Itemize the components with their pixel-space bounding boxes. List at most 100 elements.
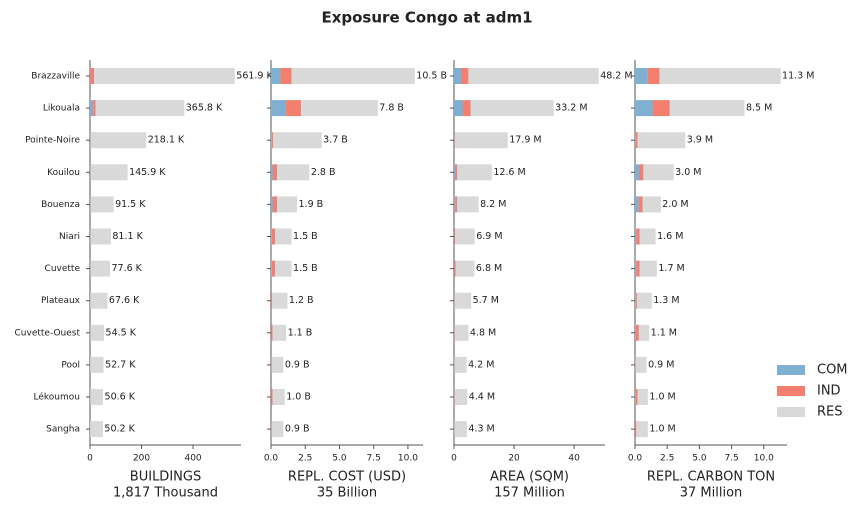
bar-segment: [271, 132, 274, 149]
bar-segment: [94, 68, 235, 84]
x-tick-label: 0.0: [264, 454, 279, 464]
total-label: 5.7 M: [473, 295, 499, 306]
total-label: 1.2 B: [289, 295, 314, 306]
y-tick-label: Pointe-Noire: [25, 136, 80, 146]
bar-segment: [277, 196, 298, 213]
total-label: 50.6 K: [105, 392, 136, 403]
legend-label: RES: [817, 405, 843, 420]
total-label: 218.1 K: [148, 135, 185, 146]
bar-segment: [642, 196, 661, 213]
total-label: 50.2 K: [104, 424, 135, 435]
bar-segment: [637, 389, 648, 405]
bar-segment: [659, 68, 781, 84]
bar-segment: [455, 260, 475, 277]
x-axis-label: BUILDINGS: [130, 470, 201, 485]
x-tick-label: 400: [184, 454, 201, 464]
bar-segment: [275, 260, 292, 277]
bar-segment: [639, 260, 657, 277]
bar-segment: [454, 421, 467, 438]
x-tick-label: 7.5: [367, 454, 381, 464]
total-label: 0.9 M: [648, 359, 674, 370]
total-label: 2.0 M: [662, 199, 688, 210]
total-label: 145.9 K: [129, 167, 166, 178]
bar-segment: [271, 164, 274, 181]
bar-segment: [653, 100, 670, 117]
bar-segment: [455, 164, 458, 181]
bar-segment: [454, 68, 462, 84]
bar-segment: [635, 324, 639, 341]
x-axis-sublabel: 35 Billion: [317, 486, 377, 501]
x-tick-label: 0: [87, 454, 93, 464]
total-label: 6.9 M: [476, 231, 502, 242]
bar-segment: [457, 196, 479, 213]
bar-segment: [90, 228, 111, 245]
bar-segment: [90, 389, 104, 405]
bar-segment: [271, 292, 272, 309]
bar-segment: [454, 132, 508, 149]
bar-segment: [454, 196, 456, 213]
bar-segment: [638, 196, 643, 213]
x-tick-label: 10.0: [754, 454, 774, 464]
bar-segment: [470, 100, 554, 117]
total-label: 3.9 M: [687, 135, 713, 146]
total-label: 1.1 B: [288, 327, 313, 338]
total-label: 91.5 K: [115, 199, 146, 210]
total-label: 12.6 M: [493, 167, 525, 178]
bar-segment: [454, 132, 455, 149]
bar-segment: [271, 68, 281, 84]
bar-segment: [291, 68, 415, 84]
bar-segment: [90, 196, 114, 213]
legend-swatch: [777, 365, 805, 375]
x-tick-label: 10.0: [398, 454, 418, 464]
bar-segment: [635, 356, 647, 373]
bar-segment: [454, 164, 456, 181]
bar-segment: [454, 389, 455, 405]
total-label: 77.6 K: [111, 263, 142, 274]
bar-segment: [636, 292, 652, 309]
y-tick-label: Likouala: [43, 104, 80, 114]
bar-segment: [95, 100, 185, 117]
x-axis-sublabel: 157 Million: [494, 486, 565, 501]
total-label: 561.9 K: [236, 71, 273, 82]
x-tick-label: 7.5: [724, 454, 738, 464]
x-axis-label: REPL. COST (USD): [288, 470, 406, 485]
x-axis-label: REPL. CARBON TON: [647, 470, 775, 485]
bar-segment: [271, 292, 288, 309]
total-label: 1.7 M: [658, 263, 684, 274]
total-label: 33.2 M: [555, 103, 587, 114]
bar-segment: [635, 292, 636, 309]
bar-segment: [90, 68, 95, 84]
bar-segment: [93, 100, 96, 117]
bar-segment: [635, 164, 640, 181]
total-label: 1.3 M: [653, 295, 679, 306]
bar-segment: [271, 260, 276, 277]
bar-segment: [463, 100, 471, 117]
total-label: 3.0 M: [675, 167, 701, 178]
bar-segment: [635, 260, 637, 277]
total-label: 3.7 B: [323, 135, 348, 146]
bar-segment: [454, 228, 456, 245]
total-label: 0.9 B: [285, 424, 310, 435]
bar-segment: [286, 100, 302, 117]
bar-segment: [454, 292, 472, 309]
bar-segment: [457, 164, 492, 181]
bar-segment: [638, 324, 650, 341]
total-label: 54.5 K: [106, 327, 137, 338]
bar-segment: [275, 228, 292, 245]
x-tick-label: 2.5: [298, 454, 312, 464]
bar-segment: [271, 421, 284, 438]
y-tick-label: Plateaux: [41, 296, 81, 306]
bar-segment: [90, 324, 105, 341]
y-tick-label: Bouenza: [41, 200, 80, 210]
y-tick-label: Niari: [59, 232, 80, 242]
bar-segment: [271, 100, 287, 117]
bar-segment: [271, 324, 273, 341]
x-tick-label: 0.0: [628, 454, 643, 464]
total-label: 17.9 M: [509, 135, 541, 146]
bar-segment: [454, 260, 456, 277]
bar-segment: [669, 100, 745, 117]
bar-segment: [301, 100, 378, 117]
x-tick-label: 5.0: [692, 454, 707, 464]
total-label: 1.5 B: [293, 263, 318, 274]
bar-segment: [280, 68, 292, 84]
